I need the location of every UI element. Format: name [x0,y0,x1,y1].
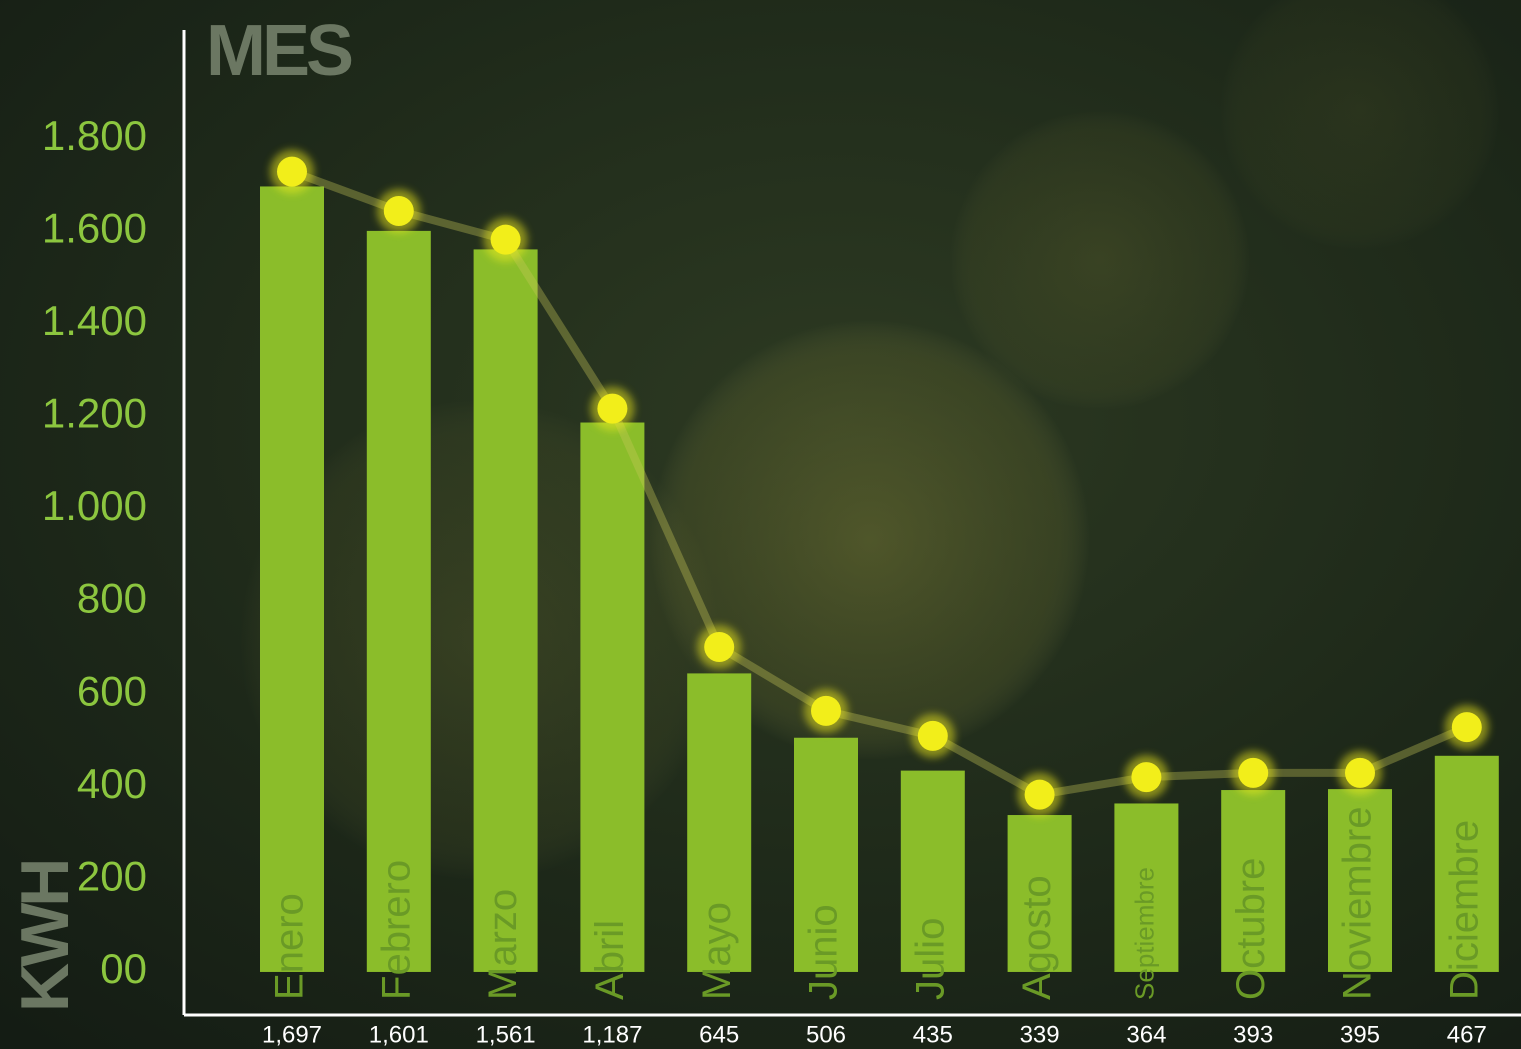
category-label: Diciembre [1442,820,1486,1000]
y-tick-label: 1.600 [42,204,147,251]
bar [900,770,965,972]
value-label: 645 [699,1021,739,1048]
category-label: Septiembre [1129,867,1159,1000]
dot [917,720,948,751]
category-label: Enero [268,893,312,1000]
category-label: Agosto [1015,875,1059,1000]
y-tick-label: 600 [77,667,147,714]
dot [597,393,628,424]
value-label: 393 [1233,1021,1273,1048]
bar [687,673,752,972]
category-label: Mayo [695,902,739,1000]
dot [1131,762,1162,793]
value-label: 1,561 [476,1021,536,1048]
y-tick-label: 00 [100,945,147,992]
y-tick-label: 1.800 [42,112,147,159]
dot [1024,779,1055,810]
value-label: 1,697 [262,1021,322,1048]
value-label: 395 [1340,1021,1380,1048]
bar [1221,790,1286,972]
dot [383,195,414,226]
value-label: 1,601 [369,1021,429,1048]
dot [1451,712,1482,743]
y-axis-title: KWH [7,862,83,1012]
bar [473,249,538,972]
y-tick-label: 400 [77,760,147,807]
category-label: Julio [908,918,952,1000]
value-label: 339 [1020,1021,1060,1048]
bar [1007,815,1072,972]
category-label: Noviembre [1336,807,1380,1000]
y-tick-label: 800 [77,575,147,622]
dot [811,695,841,726]
dot [1345,757,1375,788]
bar [580,422,645,972]
dot [1238,757,1269,788]
value-label: 506 [806,1021,846,1048]
dot [277,156,307,187]
category-label: Febrero [374,860,418,1000]
bar [366,230,431,972]
bokeh [1220,0,1500,250]
category-label: Octubre [1229,858,1273,1000]
bar [794,737,858,972]
value-label: 435 [913,1021,953,1048]
bar [1328,789,1392,972]
bar [1434,755,1499,972]
y-tick-label: 1.400 [42,297,147,344]
category-label: Marzo [481,889,525,1000]
value-label: 467 [1447,1021,1487,1048]
bokeh [650,320,1090,760]
value-label: 364 [1126,1021,1166,1048]
y-tick-label: 1.000 [42,482,147,529]
category-label: Abril [588,920,632,1000]
category-label: Junio [802,904,846,1000]
bar [260,186,324,972]
y-tick-label: 200 [77,852,147,899]
bar [1114,803,1179,972]
dot [490,224,521,255]
bokeh [950,110,1250,410]
chart-title: MES [206,11,352,91]
y-tick-label: 1.200 [42,390,147,437]
dot [704,632,735,663]
value-label: 1,187 [582,1021,642,1048]
